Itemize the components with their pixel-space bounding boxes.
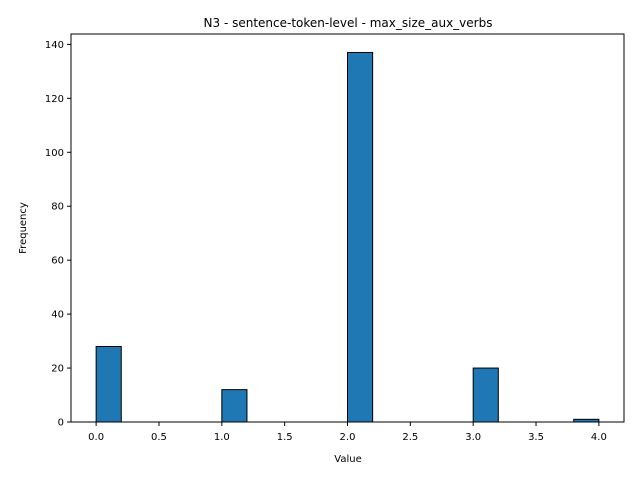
x-tick-label: 0.0 — [88, 432, 104, 443]
plot-frame — [70, 33, 625, 423]
y-tick-label: 0 — [58, 418, 64, 429]
y-axis-ticks: 0 20 40 60 80 100 120 140 — [45, 40, 71, 429]
x-axis-label: Value — [334, 454, 361, 465]
histogram-bar — [472, 367, 499, 423]
x-tick-label: 0.5 — [151, 432, 167, 443]
bars-group — [95, 51, 600, 423]
histogram-bar — [221, 389, 248, 423]
y-tick-label: 120 — [45, 94, 64, 105]
y-tick-label: 140 — [45, 40, 64, 51]
histogram-bar — [95, 345, 122, 423]
y-tick-label: 20 — [51, 364, 64, 375]
x-axis-ticks: 0.0 0.5 1.0 1.5 2.0 2.5 3.0 3.5 4.0 — [88, 422, 607, 443]
x-tick-label: 3.0 — [465, 432, 481, 443]
chart-title: N3 - sentence-token-level - max_size_aux… — [204, 16, 493, 30]
y-axis-label: Frequency — [18, 202, 29, 254]
y-tick-label: 40 — [51, 310, 64, 321]
y-tick-label: 60 — [51, 256, 64, 267]
x-tick-label: 4.0 — [591, 432, 607, 443]
x-tick-label: 3.5 — [528, 432, 544, 443]
histogram-bar — [347, 51, 374, 423]
x-tick-label: 1.5 — [277, 432, 293, 443]
x-tick-label: 2.0 — [340, 432, 356, 443]
x-tick-label: 2.5 — [402, 432, 418, 443]
y-tick-label: 80 — [51, 202, 64, 213]
x-tick-label: 1.0 — [214, 432, 230, 443]
y-tick-label: 100 — [45, 148, 64, 159]
